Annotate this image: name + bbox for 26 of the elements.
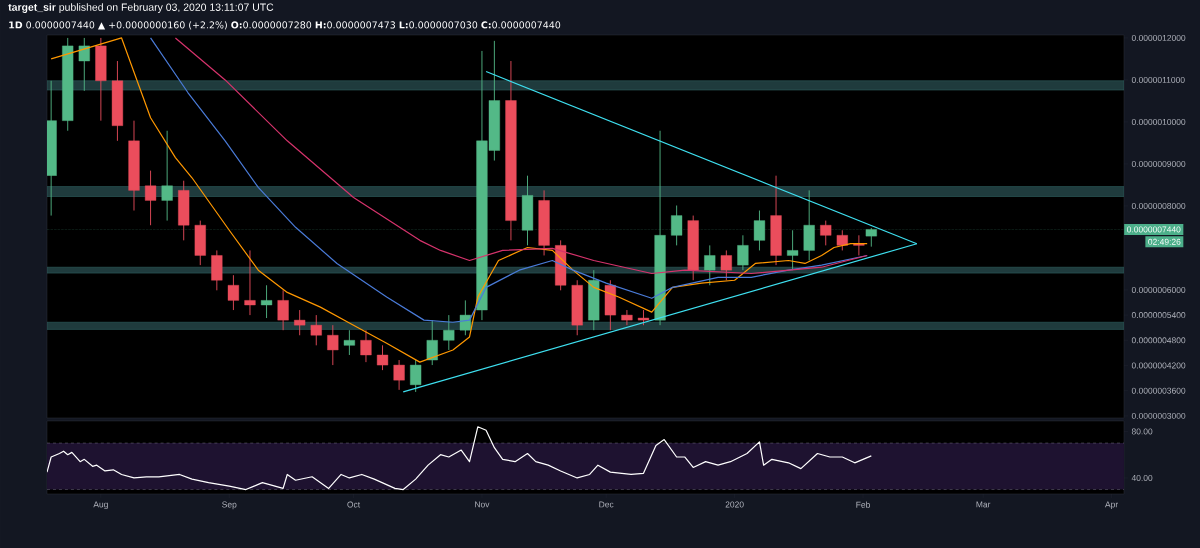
x-tick-label: Nov (475, 501, 490, 508)
y-tick-label: 0.0000005400 (1131, 312, 1186, 319)
x-tick-label: Feb (856, 501, 870, 508)
y-tick-label: 0.0000010000 (1131, 118, 1186, 125)
y-tick-label: 0.0000006000 (1131, 286, 1186, 293)
chart-title: target_sir published on February 03, 2020 13:11:07 UTC (8, 3, 274, 13)
y-tick-label: 0.0000004800 (1131, 337, 1186, 344)
text: 02:49:26 (1148, 238, 1181, 245)
y-tick-label: 40.00 (1131, 474, 1153, 481)
x-tick-label: Aug (93, 501, 108, 510)
x-tick-label: Oct (347, 501, 361, 508)
y-tick-label: 0.0000004200 (1131, 362, 1186, 369)
x-tick-label: Mar (976, 501, 991, 508)
ref-line-label: 0.0000007440 (1127, 226, 1181, 233)
y-tick-label: 80.00 (1131, 428, 1153, 435)
y-tick-label: 0.0000003000 (1131, 412, 1186, 419)
y-tick-label: 0.0000012000 (1131, 34, 1186, 41)
y-tick-label: 0.0000011000 (1131, 76, 1185, 83)
y-tick-label: 0.0000009000 (1131, 160, 1186, 167)
x-tick-label: Sep (222, 501, 237, 510)
x-tick-label: 2020 (725, 501, 744, 508)
text: 1D 0.0000007440 ▲ +0.0000000160 (+2.2%) O:0.0000007280 H:0.0000007473 L:0.0000007030 C:0.0000007440 (9, 21, 561, 30)
y-tick-label: 0.0000003600 (1131, 387, 1186, 394)
x-tick-label: Apr (1104, 501, 1118, 510)
x-tick-label: Dec (599, 501, 614, 508)
y-tick-label: 0.0000008000 (1131, 202, 1186, 209)
